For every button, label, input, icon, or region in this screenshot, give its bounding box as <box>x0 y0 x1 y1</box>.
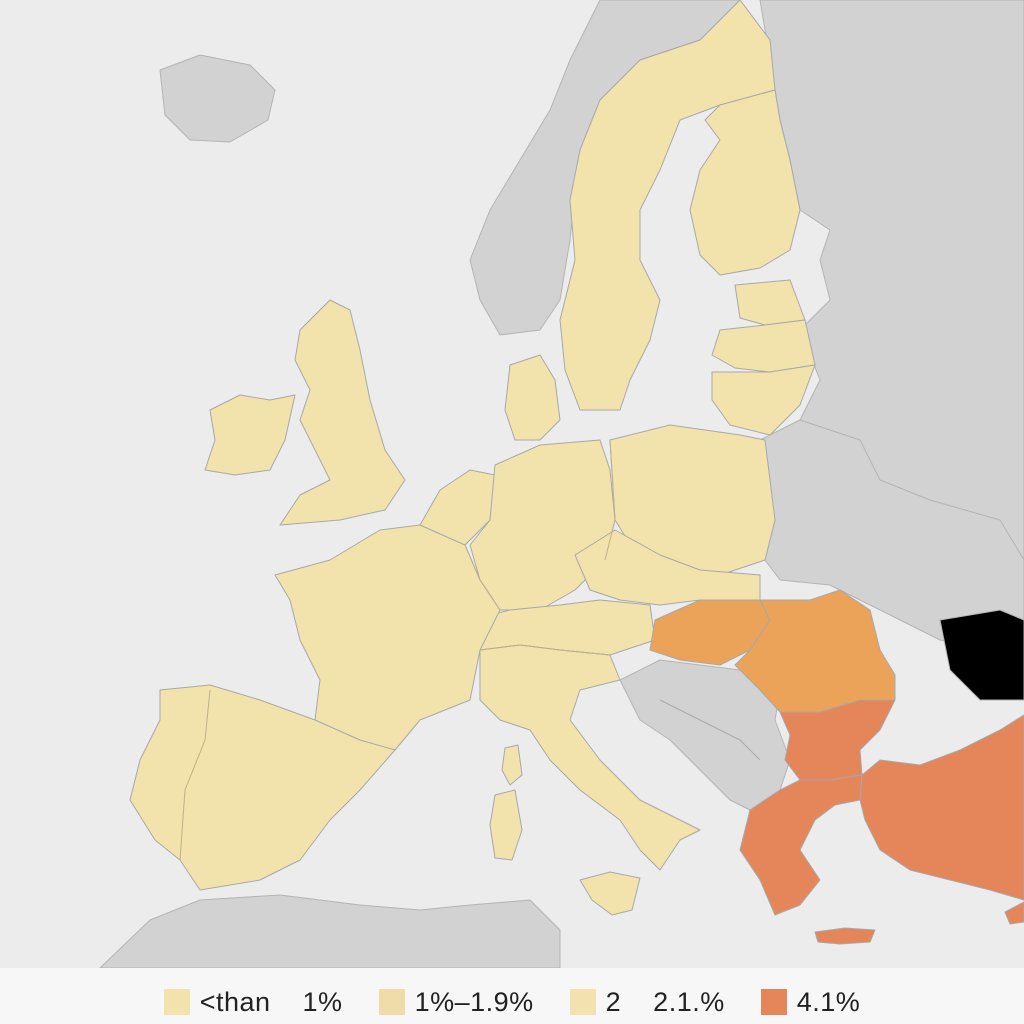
band-mid-regions <box>649 589 896 713</box>
legend-label: 1%–1.9% <box>414 986 534 1017</box>
region-corsica <box>501 744 523 786</box>
legend-swatch <box>378 989 405 1015</box>
internal-borders <box>179 439 761 861</box>
band-lt-1-regions <box>129 0 816 916</box>
region-uk <box>279 299 406 526</box>
region-crete <box>814 927 876 945</box>
non-member-land <box>99 0 1024 968</box>
border-germany-poland <box>604 439 616 561</box>
border-balkans <box>659 699 761 761</box>
region-sardinia <box>489 789 523 861</box>
region-bulgaria <box>779 699 896 781</box>
region-italy <box>479 644 701 871</box>
region-ireland <box>204 394 296 476</box>
region-sicily <box>579 871 641 916</box>
border-alps <box>479 644 611 656</box>
legend-item-2-2-1: 2 2.1.% <box>569 986 725 1018</box>
region-turkey <box>859 714 1024 901</box>
region-lithuania <box>711 364 816 436</box>
region-finland <box>689 89 801 276</box>
legend-swatch <box>163 989 190 1015</box>
legend-item-lt-1: <than 1% <box>163 986 343 1018</box>
region-greece <box>739 774 863 916</box>
band-4-1-regions <box>739 699 1024 945</box>
legend-swatch <box>569 989 596 1015</box>
region-germany <box>469 439 616 611</box>
region-iceland <box>159 54 276 143</box>
region-north-africa <box>99 894 561 968</box>
region-denmark <box>504 354 561 441</box>
region-france <box>274 524 501 751</box>
legend-item-1-1-9: 1%–1.9% <box>378 986 534 1018</box>
legend-item-4-1: 4.1% <box>760 986 861 1018</box>
border-spain-portugal <box>179 689 211 861</box>
legend-swatch <box>760 989 787 1015</box>
border-france-germany <box>464 544 501 611</box>
region-sweden <box>559 0 776 411</box>
region-cyprus <box>1004 901 1024 925</box>
region-iberia <box>129 684 396 891</box>
legend-label: <than 1% <box>199 986 343 1017</box>
legend-label: 4.1% <box>796 986 861 1017</box>
region-caucasus <box>939 609 1024 701</box>
map-canvas <box>99 0 1024 968</box>
region-balkans <box>619 659 791 811</box>
legend: <than 1% 1%–1.9% 2 2.1.% 4.1% <box>0 968 1024 1024</box>
europe-map <box>99 0 1024 968</box>
legend-label: 2 2.1.% <box>605 986 725 1017</box>
